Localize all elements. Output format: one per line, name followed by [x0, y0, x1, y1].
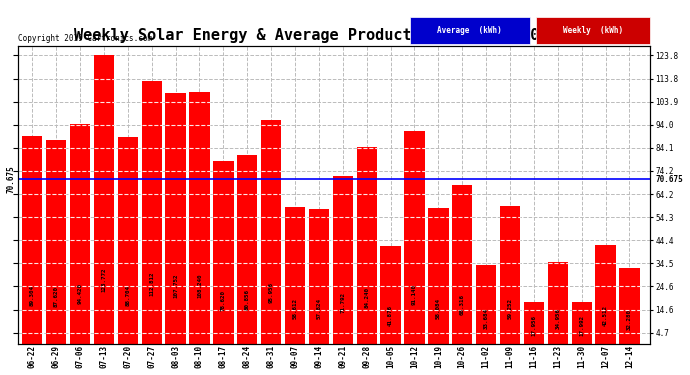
Bar [404, 131, 424, 344]
Text: 71.792: 71.792 [340, 292, 345, 314]
Text: 94.420: 94.420 [77, 283, 83, 304]
Title: Weekly Solar Energy & Average Production Fri Dec 20 16:18: Weekly Solar Energy & Average Production… [74, 27, 594, 43]
Text: 33.684: 33.684 [484, 308, 489, 329]
Text: 123.772: 123.772 [101, 267, 106, 292]
Bar [500, 206, 520, 344]
Text: 80.856: 80.856 [245, 289, 250, 310]
Text: 42.512: 42.512 [603, 305, 608, 326]
Text: 41.876: 41.876 [388, 305, 393, 326]
Text: 68.316: 68.316 [460, 294, 465, 315]
Text: 112.812: 112.812 [149, 272, 155, 296]
Text: 108.240: 108.240 [197, 274, 202, 298]
Bar [452, 184, 473, 344]
Bar [237, 155, 257, 344]
Text: 87.620: 87.620 [54, 286, 59, 307]
Text: Average  (kWh): Average (kWh) [437, 26, 502, 35]
Bar [46, 140, 66, 344]
Bar [22, 136, 43, 344]
Text: Copyright 2019 Cartronics.com: Copyright 2019 Cartronics.com [18, 34, 152, 43]
Bar [476, 265, 496, 344]
Bar [285, 207, 305, 344]
Bar [118, 137, 138, 344]
Text: 34.956: 34.956 [555, 308, 560, 329]
Bar [620, 268, 640, 344]
Text: 70.675: 70.675 [656, 174, 683, 183]
Bar [213, 160, 233, 344]
Bar [70, 124, 90, 344]
Text: 89.304: 89.304 [30, 285, 34, 306]
Bar [166, 93, 186, 344]
Bar [94, 56, 114, 344]
Bar [428, 209, 448, 344]
Text: 107.752: 107.752 [173, 274, 178, 298]
Text: 78.620: 78.620 [221, 290, 226, 310]
Bar [141, 81, 162, 344]
Bar [571, 302, 592, 344]
Text: 70.675: 70.675 [7, 165, 16, 193]
Bar [333, 177, 353, 344]
Bar [595, 244, 615, 344]
Text: 59.252: 59.252 [508, 298, 513, 319]
Text: 17.992: 17.992 [579, 315, 584, 336]
Text: 57.824: 57.824 [317, 298, 322, 320]
Bar [261, 120, 282, 344]
Text: 32.280: 32.280 [627, 309, 632, 330]
Text: Weekly  (kWh): Weekly (kWh) [563, 26, 623, 35]
Bar [309, 209, 329, 344]
Bar [357, 147, 377, 344]
FancyBboxPatch shape [410, 17, 530, 44]
Bar [524, 302, 544, 344]
FancyBboxPatch shape [536, 17, 650, 44]
Bar [548, 262, 568, 344]
Text: 88.704: 88.704 [126, 285, 130, 306]
Bar [380, 246, 401, 344]
Text: 17.956: 17.956 [531, 315, 536, 336]
Text: 84.240: 84.240 [364, 287, 369, 308]
Text: 58.612: 58.612 [293, 298, 297, 319]
Bar [189, 92, 210, 344]
Text: 58.084: 58.084 [436, 298, 441, 319]
Text: 95.956: 95.956 [268, 282, 274, 303]
Text: 91.140: 91.140 [412, 284, 417, 305]
